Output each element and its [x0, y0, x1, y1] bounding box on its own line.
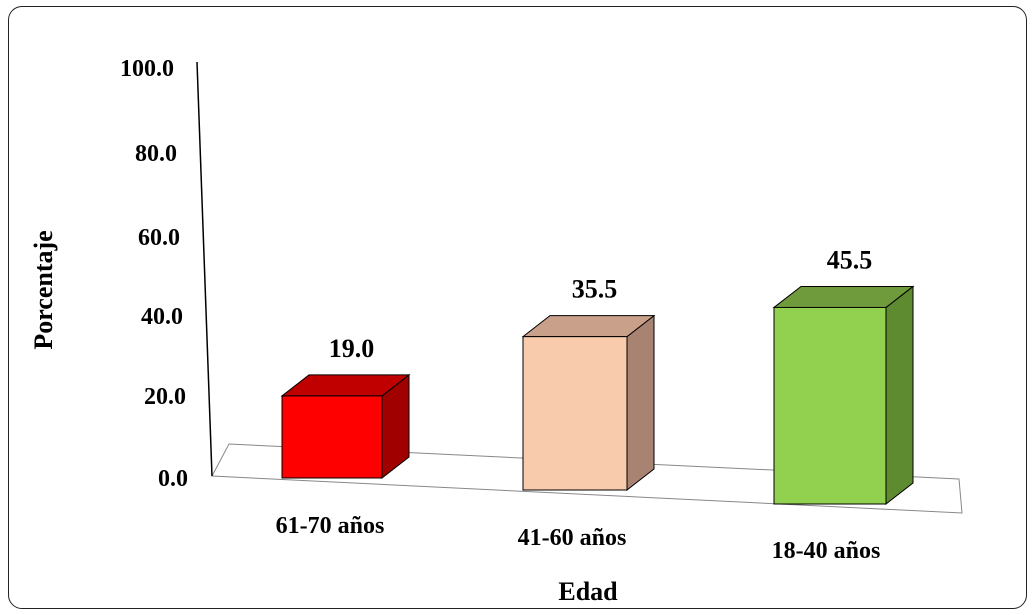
category-labels: 61-70 años 41-60 años 18-40 años — [276, 513, 881, 564]
category-label: 41-60 años — [518, 525, 627, 551]
y-tick-label: 60.0 — [138, 225, 180, 251]
value-labels: 19.0 35.5 45.5 — [329, 245, 873, 362]
category-label: 61-70 años — [276, 513, 385, 539]
bar-front — [773, 306, 887, 505]
y-tick-label: 40.0 — [141, 304, 183, 330]
y-tick-label: 0.0 — [158, 466, 188, 492]
y-tick-label: 20.0 — [144, 384, 186, 410]
y-axis-line — [196, 61, 213, 477]
value-label: 19.0 — [329, 334, 375, 363]
bar-side — [626, 314, 655, 492]
bar-front — [281, 395, 383, 479]
value-label: 35.5 — [572, 275, 618, 304]
bar-2 — [772, 285, 915, 506]
x-axis-title: Edad — [558, 577, 618, 606]
bar-front — [522, 336, 628, 491]
bar-1 — [521, 314, 656, 492]
value-label: 45.5 — [827, 245, 873, 274]
bar-side — [885, 285, 914, 506]
category-label: 18-40 años — [772, 538, 881, 564]
y-ticks: 0.0 20.0 40.0 60.0 80.0 100.0 — [120, 56, 188, 492]
y-tick-label: 100.0 — [120, 56, 174, 82]
bar-0 — [280, 373, 411, 480]
y-axis-title: Porcentaje — [29, 230, 58, 349]
y-tick-label: 80.0 — [135, 141, 177, 167]
bars — [280, 285, 915, 506]
